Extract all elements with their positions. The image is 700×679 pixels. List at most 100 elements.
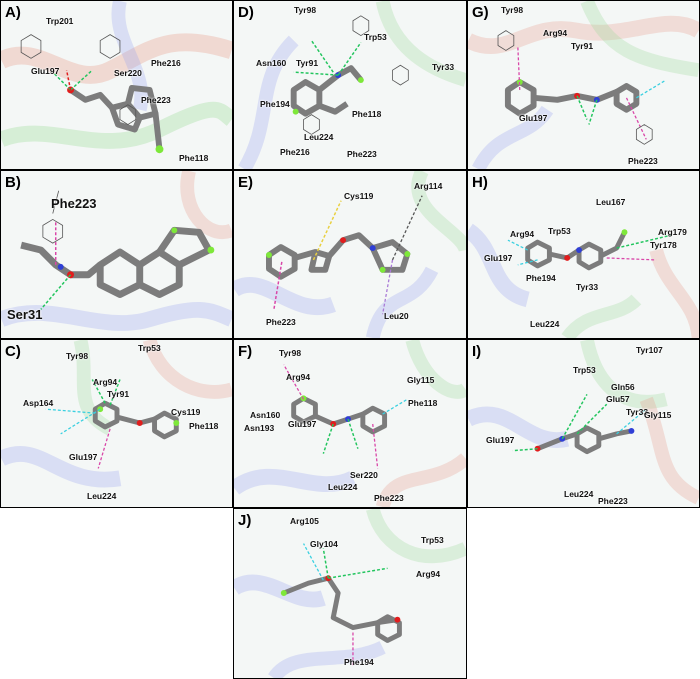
residue-label: Phe223 bbox=[266, 317, 296, 327]
panel-j: J) Arg105 Gly104 Trp53 Arg94 Phe194 bbox=[233, 508, 467, 679]
residue-label: Leu224 bbox=[304, 132, 334, 142]
residue-label: Arg94 bbox=[416, 569, 441, 579]
panel-c-scene bbox=[1, 340, 232, 488]
panel-h: H) Leu167 Arg94 Arg179 Trp53 Tyr178 Glu1… bbox=[467, 170, 700, 339]
panel-a: A) Trp201 Phe216 Glu197 Ser220 Phe223 Ph… bbox=[0, 0, 233, 170]
residue-label: Phe223 bbox=[374, 493, 404, 503]
residue-label: Phe194 bbox=[344, 657, 374, 667]
panel-i-label: I) bbox=[472, 343, 482, 360]
residue-label: Trp53 bbox=[573, 365, 596, 375]
panel-e-label: E) bbox=[238, 174, 253, 191]
residue-label: Leu224 bbox=[328, 482, 358, 492]
panel-i-scene bbox=[468, 340, 699, 505]
panel-e-scene bbox=[234, 171, 466, 338]
residue-label: Arg94 bbox=[510, 229, 535, 239]
residue-label: Tyr98 bbox=[501, 5, 524, 15]
panel-f-label: F) bbox=[238, 343, 253, 360]
residue-label: Phe216 bbox=[280, 147, 310, 157]
residue-label: Tyr91 bbox=[107, 389, 130, 399]
residue-label: Glu197 bbox=[288, 419, 317, 429]
residue-label: Phe118 bbox=[408, 398, 438, 408]
residue-label: Tyr33 bbox=[626, 407, 649, 417]
panel-d-scene bbox=[238, 1, 466, 169]
residue-label: Gly115 bbox=[644, 410, 672, 420]
panel-a-label: A) bbox=[5, 4, 21, 21]
residue-label: Phe223 bbox=[598, 496, 628, 506]
panel-g: G) Tyr98 Arg94 Tyr91 Glu197 Phe223 bbox=[467, 0, 700, 170]
residue-label: Leu224 bbox=[530, 319, 560, 329]
residue-label: Leu167 bbox=[596, 197, 626, 207]
residue-label: Trp201 bbox=[46, 16, 74, 26]
residue-label: Gly115 bbox=[407, 375, 435, 385]
residue-label: Phe194 bbox=[260, 99, 290, 109]
residue-label: Tyr98 bbox=[279, 348, 302, 358]
residue-label: Asp164 bbox=[23, 398, 54, 408]
residue-label: Cys119 bbox=[171, 407, 201, 417]
residue-label: Arg105 bbox=[290, 516, 319, 526]
residue-label: Tyr98 bbox=[66, 351, 89, 361]
residue-label: Trp53 bbox=[548, 226, 571, 236]
residue-label: Glu197 bbox=[69, 452, 98, 462]
residue-label: Ser31 bbox=[7, 307, 43, 322]
panel-b-scene bbox=[1, 171, 232, 331]
panel-j-label: J) bbox=[238, 512, 252, 529]
residue-label: Tyr91 bbox=[571, 41, 594, 51]
residue-label: Arg94 bbox=[543, 28, 568, 38]
residue-label: Phe223 bbox=[51, 196, 97, 211]
blank-area-left bbox=[0, 508, 233, 679]
panel-c: C) Tyr98 Trp53 Arg94 Tyr91 Asp164 Cys119… bbox=[0, 339, 233, 508]
residue-label: Trp53 bbox=[364, 32, 387, 42]
residue-label: Arg179 bbox=[658, 227, 687, 237]
residue-label: Phe216 bbox=[151, 58, 181, 68]
residue-label: Tyr178 bbox=[650, 240, 677, 250]
residue-label: Phe118 bbox=[179, 153, 209, 163]
residue-label: Cys119 bbox=[344, 191, 374, 201]
residue-label: Arg114 bbox=[414, 181, 443, 191]
residue-label: Glu197 bbox=[484, 253, 513, 263]
residue-label: Glu57 bbox=[606, 394, 630, 404]
residue-label: Tyr33 bbox=[576, 282, 599, 292]
residue-label: Tyr107 bbox=[636, 345, 663, 355]
residue-label: Gly104 bbox=[310, 539, 338, 549]
residue-label: Phe118 bbox=[189, 421, 219, 431]
panel-g-scene bbox=[468, 1, 699, 169]
panel-h-scene bbox=[468, 223, 699, 338]
panel-d-label: D) bbox=[238, 4, 254, 21]
residue-label: Asn160 bbox=[256, 58, 287, 68]
panel-i: I) Tyr107 Trp53 Gln56 Glu57 Tyr33 Gly115… bbox=[467, 339, 700, 508]
residue-label: Phe223 bbox=[347, 149, 377, 159]
residue-label: Leu20 bbox=[384, 311, 409, 321]
residue-label: Gln56 bbox=[611, 382, 635, 392]
residue-label: Glu197 bbox=[31, 66, 60, 76]
residue-label: Asn160 bbox=[250, 410, 281, 420]
panel-b: B) Phe223 Ser31 bbox=[0, 170, 233, 339]
panel-j-scene bbox=[234, 509, 466, 678]
residue-label: Tyr91 bbox=[296, 58, 319, 68]
residue-label: Trp53 bbox=[421, 535, 444, 545]
residue-label: Ser220 bbox=[114, 68, 142, 78]
residue-label: Ser220 bbox=[350, 470, 378, 480]
residue-label: Tyr98 bbox=[294, 5, 317, 15]
residue-label: Arg94 bbox=[286, 372, 311, 382]
residue-label: Asn193 bbox=[244, 423, 275, 433]
residue-label: Phe118 bbox=[352, 109, 382, 119]
panel-f: F) Tyr98 Arg94 Gly115 Phe118 Asn160 Asn1… bbox=[233, 339, 467, 508]
panel-f-scene bbox=[234, 340, 466, 507]
residue-label: Glu197 bbox=[486, 435, 515, 445]
panel-d: D) Tyr98 Trp53 Asn160 Tyr91 Tyr33 Phe194… bbox=[233, 0, 467, 170]
residue-label: Phe194 bbox=[526, 273, 556, 283]
panel-b-label: B) bbox=[5, 174, 21, 191]
panel-e: E) Cys119 Arg114 Phe223 Leu20 bbox=[233, 170, 467, 339]
residue-label: Glu197 bbox=[519, 113, 548, 123]
residue-label: Phe223 bbox=[141, 95, 171, 105]
residue-label: Arg94 bbox=[93, 377, 118, 387]
panel-h-label: H) bbox=[472, 174, 488, 191]
residue-label: Phe223 bbox=[628, 156, 658, 166]
panel-a-scene bbox=[1, 1, 232, 154]
residue-label: Tyr33 bbox=[432, 62, 455, 72]
residue-label: Leu224 bbox=[87, 491, 117, 501]
residue-label: Leu224 bbox=[564, 489, 594, 499]
blank-area-right bbox=[467, 508, 700, 679]
panel-g-label: G) bbox=[472, 4, 489, 21]
residue-label: Trp53 bbox=[138, 343, 161, 353]
